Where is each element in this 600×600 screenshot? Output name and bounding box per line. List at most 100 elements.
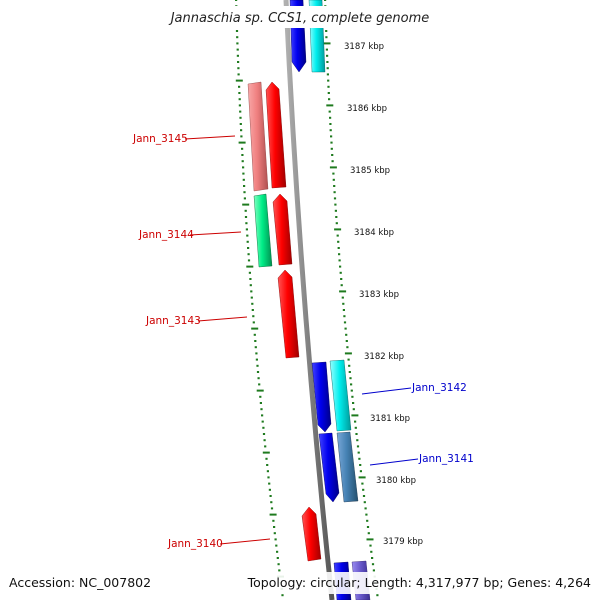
minor-tick-mark: [343, 315, 346, 318]
gene-feature-red-jann-3144[interactable]: [272, 193, 293, 266]
minor-tick-mark: [362, 488, 365, 491]
minor-tick-mark: [272, 519, 275, 522]
minor-tick-mark: [330, 141, 333, 144]
minor-tick-mark: [254, 340, 257, 342]
minor-tick-mark: [249, 284, 252, 287]
minor-tick-mark: [278, 569, 281, 572]
gene-feature-cyan-jann-3142[interactable]: [329, 359, 352, 432]
map-title: Jannaschia sp. CCS1, complete genome: [168, 11, 430, 26]
minor-tick-mark: [356, 439, 359, 442]
minor-tick-mark: [337, 240, 340, 243]
minor-tick-mark: [250, 290, 253, 293]
gene-feature-red-jann-3145[interactable]: [265, 81, 287, 189]
minor-tick-mark: [342, 309, 345, 311]
minor-tick-mark: [366, 519, 369, 522]
minor-tick-mark: [345, 333, 348, 336]
minor-tick-mark: [332, 172, 335, 175]
minor-tick-mark: [325, 36, 328, 39]
minor-tick-mark: [274, 538, 277, 541]
kbp-label: 3185 kbp: [350, 166, 390, 176]
kbp-label: 3184 kbp: [354, 228, 394, 238]
minor-tick-mark: [252, 321, 255, 324]
leader-jann-3141: [369, 458, 419, 466]
minor-tick-mark: [327, 92, 330, 94]
minor-tick-mark: [240, 135, 243, 138]
major-tick-mark: [339, 290, 347, 293]
minor-tick-mark: [366, 526, 370, 528]
gene-label[interactable]: Jann_3141: [418, 453, 474, 465]
gene-feature-salmon[interactable]: [247, 81, 269, 192]
minor-tick-mark: [261, 420, 264, 423]
minor-tick-mark: [358, 457, 361, 460]
minor-tick-mark: [372, 569, 375, 572]
minor-tick-mark: [352, 408, 355, 411]
major-tick-mark: [262, 451, 270, 454]
minor-tick-mark: [344, 327, 347, 330]
minor-tick-mark: [343, 321, 347, 324]
kbp-label: 3182 kbp: [364, 352, 404, 362]
leader-jann-3142: [361, 387, 412, 395]
minor-tick-mark: [266, 464, 269, 466]
minor-tick-mark: [338, 253, 341, 256]
minor-tick-mark: [264, 445, 267, 448]
minor-tick-mark: [251, 302, 254, 305]
minor-tick-mark: [341, 296, 344, 299]
minor-tick-mark: [235, 30, 239, 32]
gene-label[interactable]: Jann_3144: [138, 229, 194, 241]
minor-tick-mark: [250, 296, 253, 299]
minor-tick-mark: [349, 377, 352, 380]
minor-tick-mark: [262, 433, 266, 435]
minor-tick-mark: [340, 278, 343, 280]
minor-tick-mark: [338, 259, 341, 262]
minor-tick-mark: [245, 228, 248, 231]
minor-tick-mark: [252, 315, 255, 318]
minor-tick-mark: [276, 550, 279, 553]
minor-tick-mark: [376, 594, 379, 597]
minor-tick-mark: [328, 98, 331, 101]
minor-tick-mark: [346, 346, 349, 349]
minor-tick-mark: [335, 216, 338, 218]
major-tick-mark: [326, 104, 334, 107]
gene-feature-red-jann-3143[interactable]: [277, 269, 300, 359]
minor-tick-mark: [265, 457, 268, 460]
minor-tick-mark: [236, 54, 239, 57]
minor-tick-mark: [367, 532, 370, 535]
minor-tick-mark: [331, 154, 334, 156]
gene-feature-steelblue-jann-3141[interactable]: [336, 431, 359, 503]
gene-feature-red-jann-3140[interactable]: [301, 506, 322, 562]
minor-tick-mark: [276, 557, 279, 559]
gene-label[interactable]: Jann_3145: [132, 133, 188, 145]
minor-tick-mark: [260, 408, 263, 411]
minor-tick-mark: [334, 203, 337, 206]
major-tick-mark: [358, 476, 366, 479]
minor-tick-mark: [324, 0, 327, 1]
minor-tick-mark: [326, 73, 329, 76]
gene-label[interactable]: Jann_3140: [167, 538, 223, 550]
minor-tick-mark: [270, 507, 274, 510]
title-background: [150, 6, 450, 28]
gene-feature-blue-jann-3142[interactable]: [311, 361, 332, 433]
minor-tick-mark: [336, 234, 339, 237]
minor-tick-mark: [246, 240, 249, 243]
minor-tick-mark: [361, 482, 364, 485]
minor-tick-mark: [325, 48, 328, 51]
kbp-label: 3187 kbp: [344, 42, 384, 52]
minor-tick-mark: [334, 209, 337, 212]
minor-tick-mark: [270, 501, 273, 504]
minor-tick-mark: [371, 557, 374, 559]
minor-tick-mark: [329, 129, 332, 132]
gene-feature-blue-jann-3141[interactable]: [318, 432, 340, 503]
leader-jann-3143: [197, 316, 248, 322]
minor-tick-mark: [243, 185, 246, 187]
gene-label[interactable]: Jann_3142: [411, 382, 467, 394]
minor-tick-mark: [268, 482, 271, 485]
minor-tick-mark: [333, 185, 336, 187]
gene-feature-green[interactable]: [253, 193, 273, 268]
minor-tick-mark: [239, 110, 242, 113]
minor-tick-mark: [238, 92, 241, 94]
minor-tick-mark: [255, 358, 258, 361]
minor-tick-mark: [339, 265, 342, 268]
gene-label[interactable]: Jann_3143: [145, 315, 201, 327]
minor-tick-mark: [239, 123, 242, 125]
